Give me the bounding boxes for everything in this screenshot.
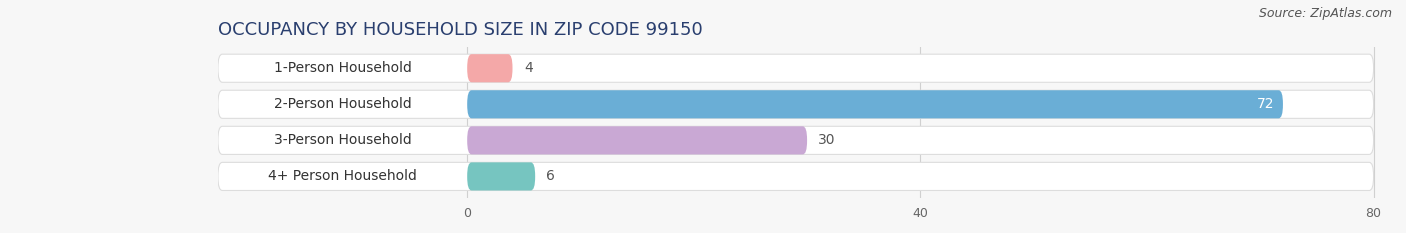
Text: 2-Person Household: 2-Person Household bbox=[274, 97, 412, 111]
Text: 3-Person Household: 3-Person Household bbox=[274, 133, 412, 147]
FancyBboxPatch shape bbox=[218, 54, 1374, 82]
Text: 6: 6 bbox=[547, 169, 555, 183]
FancyBboxPatch shape bbox=[218, 126, 1374, 154]
Text: 4: 4 bbox=[524, 61, 533, 75]
Text: 30: 30 bbox=[818, 133, 837, 147]
FancyBboxPatch shape bbox=[467, 162, 536, 191]
FancyBboxPatch shape bbox=[467, 54, 513, 82]
Text: 1-Person Household: 1-Person Household bbox=[274, 61, 412, 75]
Text: 72: 72 bbox=[1257, 97, 1274, 111]
Text: 4+ Person Household: 4+ Person Household bbox=[269, 169, 418, 183]
FancyBboxPatch shape bbox=[218, 90, 1374, 118]
FancyBboxPatch shape bbox=[467, 90, 1282, 118]
Text: OCCUPANCY BY HOUSEHOLD SIZE IN ZIP CODE 99150: OCCUPANCY BY HOUSEHOLD SIZE IN ZIP CODE … bbox=[218, 21, 703, 39]
FancyBboxPatch shape bbox=[467, 126, 807, 154]
FancyBboxPatch shape bbox=[218, 162, 1374, 191]
Text: Source: ZipAtlas.com: Source: ZipAtlas.com bbox=[1258, 7, 1392, 20]
